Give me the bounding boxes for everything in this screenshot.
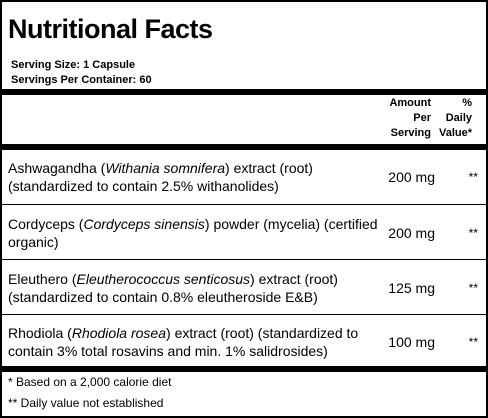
ingredient-amount: 100 mg <box>388 334 435 350</box>
servings-per-container: Servings Per Container: 60 <box>11 74 152 86</box>
footnote-calorie: * Based on a 2,000 calorie diet <box>8 375 172 389</box>
panel-title: Nutritional Facts <box>8 14 213 44</box>
daily-value-header: % Daily Value* <box>438 97 472 139</box>
column-header-divider <box>2 144 486 150</box>
ingredient-daily-value: ** <box>468 335 478 349</box>
ingredient-description: Rhodiola (Rhodiola rosea) extract (root)… <box>8 325 359 359</box>
amount-per-serving-header: Amount Per Serving <box>389 97 431 139</box>
header-divider-thick <box>2 89 486 95</box>
serving-size: Serving Size: 1 Capsule <box>11 59 136 71</box>
ingredient-description: Cordyceps (Cordyceps sinensis) powder (m… <box>8 216 378 250</box>
footnote-daily-value: ** Daily value not established <box>8 396 164 410</box>
ingredient-daily-value: ** <box>468 281 478 295</box>
ingredient-daily-value: ** <box>468 226 478 240</box>
ingredient-description: Ashwagandha (Withania somnifera) extract… <box>8 160 313 194</box>
row-divider <box>2 314 486 315</box>
row-divider <box>2 204 486 205</box>
ingredient-amount: 200 mg <box>388 225 435 241</box>
ingredient-amount: 200 mg <box>388 169 435 185</box>
footer-divider-thick <box>2 366 486 372</box>
ingredient-daily-value: ** <box>468 170 478 184</box>
ingredient-description: Eleuthero (Eleutherococcus senticosus) e… <box>8 271 338 305</box>
row-divider <box>2 259 486 260</box>
ingredient-amount: 125 mg <box>388 280 435 296</box>
